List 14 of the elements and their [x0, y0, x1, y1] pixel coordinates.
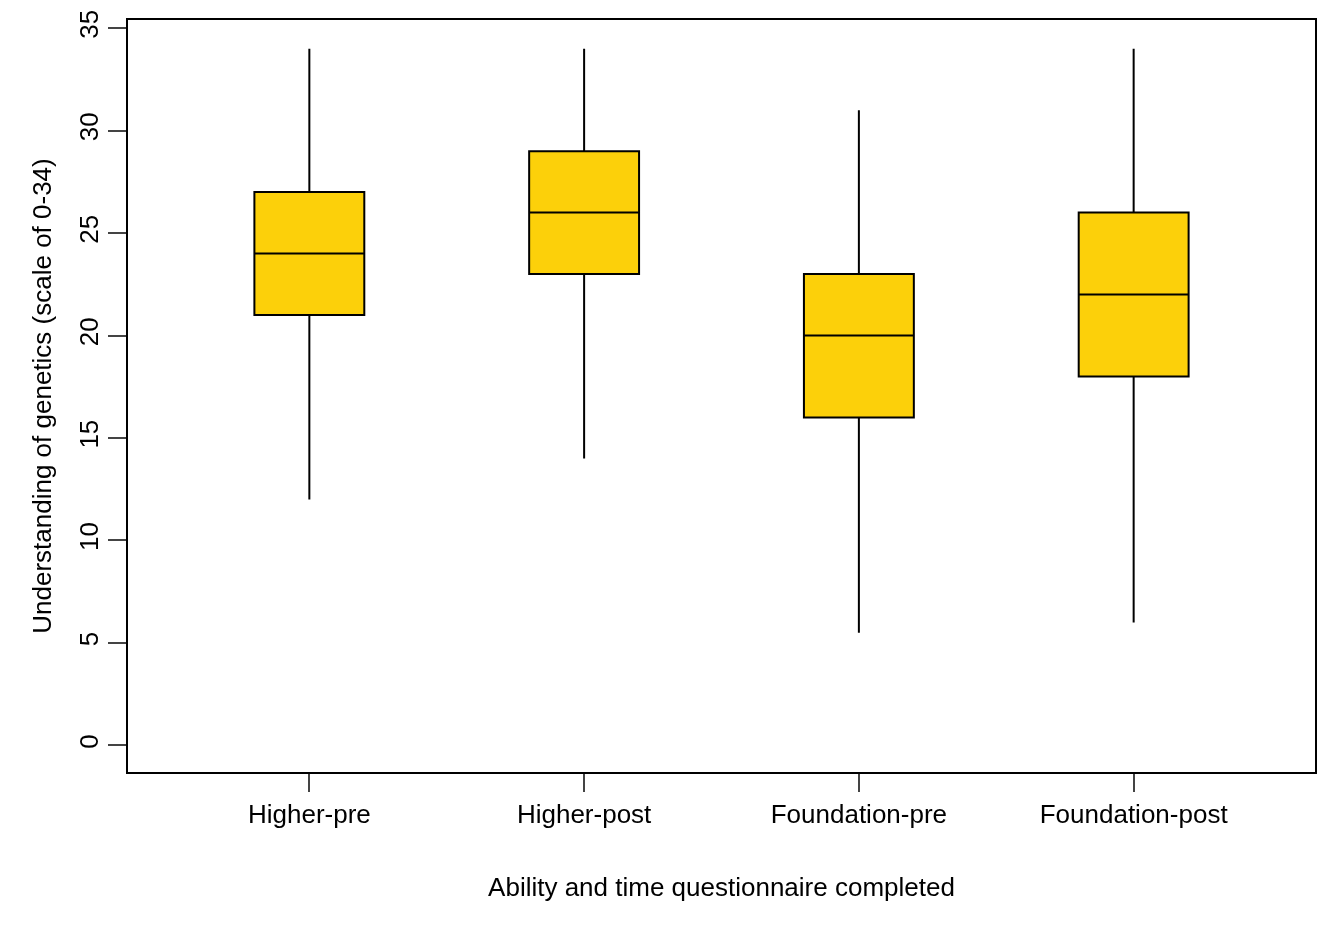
- x-axis-title: Ability and time questionnaire completed: [488, 872, 955, 903]
- y-tick-label: 25: [73, 214, 104, 244]
- x-tick-label: Higher-post: [516, 799, 653, 830]
- y-tick-label: 35: [73, 9, 104, 39]
- y-tick-label: 5: [73, 631, 104, 647]
- y-tick-label: 10: [73, 522, 104, 552]
- y-tick-label: 30: [73, 112, 104, 142]
- y-tick-label: 15: [73, 419, 104, 449]
- y-tick-label: 20: [73, 317, 104, 347]
- x-tick-label: Foundation-post: [1039, 799, 1229, 830]
- y-tick-label: 0: [73, 734, 104, 749]
- y-axis-title: Understanding of genetics (scale of 0-34): [27, 158, 58, 634]
- x-tick-label: Foundation-pre: [770, 799, 948, 830]
- x-tick-label: Higher-pre: [247, 799, 371, 830]
